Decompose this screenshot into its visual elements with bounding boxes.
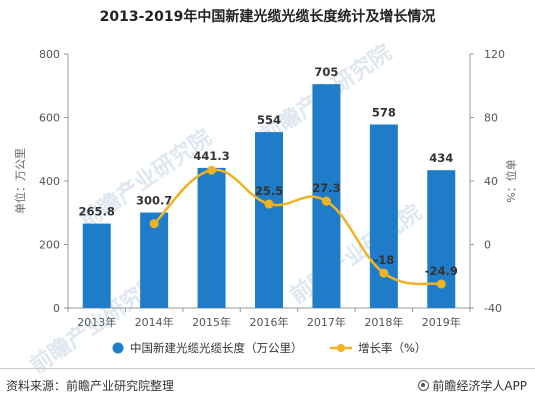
left-tick-label: 800 — [39, 48, 60, 61]
x-tick-label: 2015年 — [192, 315, 231, 329]
growth-rate-point — [436, 279, 446, 289]
bar — [82, 223, 111, 308]
watermark-text: 前瞻产业研究院 — [285, 199, 426, 309]
right-tick-label: -40 — [484, 302, 502, 315]
left-tick-label: 400 — [39, 175, 60, 188]
bar-value-label: 705 — [314, 65, 338, 79]
growth-rate-line — [153, 168, 442, 286]
x-tick-label: 2019年 — [422, 315, 461, 329]
growth-rate-point — [207, 165, 217, 175]
bar — [197, 167, 226, 308]
bar-value-label: 434 — [429, 151, 453, 165]
right-tick-label: 0 — [484, 239, 491, 252]
growth-rate-point — [149, 219, 159, 229]
qianzhan-logo-icon — [418, 380, 430, 391]
right-tick-label: 80 — [484, 112, 498, 125]
source-note: 资料来源：前瞻产业研究院整理 — [6, 379, 175, 393]
bar-value-label: 578 — [372, 105, 396, 119]
bar — [369, 124, 398, 308]
x-tick-label: 2014年 — [135, 315, 174, 329]
x-tick-label: 2017年 — [307, 315, 346, 329]
right-axis-title: %：位单 — [504, 159, 518, 202]
bar-value-label: 300.7 — [136, 194, 172, 208]
growth-rate-point — [379, 268, 389, 278]
bar — [255, 132, 283, 308]
left-axis-title: 单位：万公里 — [13, 148, 27, 214]
growth-rate-label: 25.5 — [255, 184, 283, 198]
x-tick-label: 2016年 — [250, 315, 289, 329]
legend-line-label: 增长率（%） — [358, 341, 426, 355]
chart-title: 2013-2019年中国新建光缆光缆长度统计及增长情况 — [99, 9, 436, 25]
legend-line-dot — [337, 344, 345, 352]
left-tick-label: 600 — [39, 112, 60, 125]
legend-bar-label: 中国新建光缆光缆长度（万公里） — [130, 341, 303, 355]
growth-rate-label: -18 — [373, 253, 394, 267]
x-tick-label: 2018年 — [364, 315, 403, 329]
right-tick-label: 40 — [484, 175, 498, 188]
growth-rate-label: 27.3 — [312, 181, 340, 195]
brand-credit: 前瞻经济学人APP — [418, 377, 527, 394]
legend-bar-marker — [112, 342, 124, 354]
left-tick-label: 0 — [53, 302, 60, 315]
footer-divider — [0, 368, 535, 369]
growth-rate-point — [321, 196, 331, 206]
growth-rate-point — [264, 199, 274, 209]
bar-value-label: 441.3 — [193, 149, 229, 163]
x-tick-label: 2013年 — [77, 315, 116, 329]
growth-rate-label: -24.9 — [425, 264, 458, 278]
left-tick-label: 200 — [39, 239, 60, 252]
bar — [140, 212, 169, 308]
brand-name: 前瞻经济学人APP — [432, 379, 527, 393]
right-tick-label: 120 — [484, 48, 505, 61]
bar-value-label: 554 — [257, 113, 281, 127]
bar-value-label: 265.8 — [79, 205, 115, 219]
